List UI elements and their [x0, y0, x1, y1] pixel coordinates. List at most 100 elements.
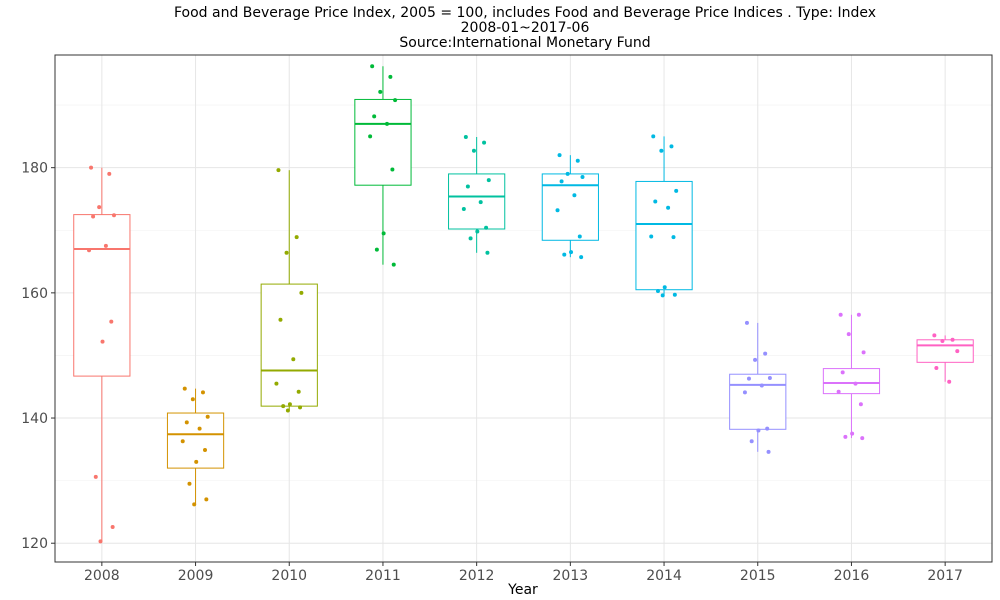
box-body: [635, 180, 693, 291]
data-point: [577, 234, 582, 239]
box-2009: [166, 386, 225, 507]
data-point: [478, 200, 483, 205]
data-point: [103, 243, 108, 248]
data-point: [465, 184, 470, 189]
box-body: [166, 412, 225, 469]
data-point: [485, 250, 490, 255]
data-point: [662, 285, 667, 290]
box-2017: [916, 333, 974, 384]
data-point: [749, 439, 754, 444]
data-point: [860, 436, 865, 441]
data-point: [858, 402, 863, 407]
data-point: [580, 175, 585, 180]
data-point: [109, 319, 114, 324]
data-point: [107, 171, 112, 176]
x-axis: 2008 2009 2010 2011 2012 2013 2014 2015 2016 2017: [84, 562, 963, 584]
x-tick-label: 2010: [271, 568, 307, 584]
data-point: [759, 383, 764, 388]
box-2015: [729, 320, 787, 454]
x-axis-title: Year: [507, 582, 538, 598]
data-point: [194, 459, 199, 464]
chart-source: Source:International Monetary Fund: [399, 35, 650, 51]
data-point: [184, 420, 189, 425]
data-point: [856, 312, 861, 317]
data-point: [372, 114, 377, 119]
data-point: [766, 449, 771, 454]
data-point: [763, 351, 768, 356]
data-point: [950, 337, 955, 342]
data-point: [381, 231, 386, 236]
data-point: [940, 339, 945, 344]
data-point: [932, 333, 937, 338]
x-tick-label: 2009: [178, 568, 214, 584]
y-tick-label: 140: [21, 411, 48, 427]
data-point: [660, 293, 665, 298]
data-point: [669, 144, 674, 149]
data-point: [562, 252, 567, 257]
data-point: [934, 365, 939, 370]
box-2008: [73, 165, 131, 544]
data-point: [274, 381, 279, 386]
data-point: [287, 402, 292, 407]
data-point: [296, 389, 301, 394]
data-point: [742, 390, 747, 395]
data-point: [653, 199, 658, 204]
data-point: [486, 178, 491, 183]
data-point: [575, 158, 580, 163]
data-point: [374, 247, 379, 252]
box-body: [354, 98, 412, 186]
x-tick-label: 2015: [740, 568, 776, 584]
data-point: [93, 474, 98, 479]
data-point: [276, 168, 281, 173]
y-tick-label: 160: [21, 286, 48, 302]
data-point: [840, 370, 845, 375]
data-point: [87, 248, 92, 253]
data-point: [278, 317, 283, 322]
box-body: [260, 283, 318, 407]
data-point: [204, 497, 209, 502]
data-point: [659, 148, 664, 153]
plot-area: [54, 54, 993, 563]
box-2013: [541, 153, 599, 260]
x-tick-label: 2014: [646, 568, 682, 584]
x-tick-label: 2017: [927, 568, 963, 584]
data-point: [666, 205, 671, 210]
data-point: [187, 481, 192, 486]
x-tick-label: 2011: [365, 568, 401, 584]
data-point: [672, 292, 677, 297]
data-point: [753, 357, 758, 362]
box-body: [448, 173, 506, 230]
data-point: [649, 234, 654, 239]
data-point: [378, 89, 383, 94]
data-point: [284, 250, 289, 255]
box-series: [73, 64, 974, 544]
data-point: [475, 229, 480, 234]
data-point: [294, 235, 299, 240]
data-point: [197, 426, 202, 431]
data-point: [674, 188, 679, 193]
data-point: [370, 64, 375, 69]
data-point: [202, 447, 207, 452]
data-point: [461, 206, 466, 211]
data-point: [671, 235, 676, 240]
data-point: [484, 225, 489, 230]
data-point: [853, 381, 858, 386]
data-point: [98, 539, 103, 544]
data-point: [390, 167, 395, 172]
data-point: [110, 524, 115, 529]
data-point: [655, 288, 660, 293]
data-point: [767, 375, 772, 380]
data-point: [744, 320, 749, 325]
data-point: [182, 386, 187, 391]
data-point: [192, 502, 197, 507]
data-point: [111, 213, 116, 218]
data-point: [838, 312, 843, 317]
data-point: [482, 140, 487, 145]
x-tick-label: 2012: [459, 568, 495, 584]
box-2010: [260, 168, 318, 413]
data-point: [393, 98, 398, 103]
data-point: [200, 390, 205, 395]
data-point: [285, 408, 290, 413]
box-body: [541, 173, 599, 241]
